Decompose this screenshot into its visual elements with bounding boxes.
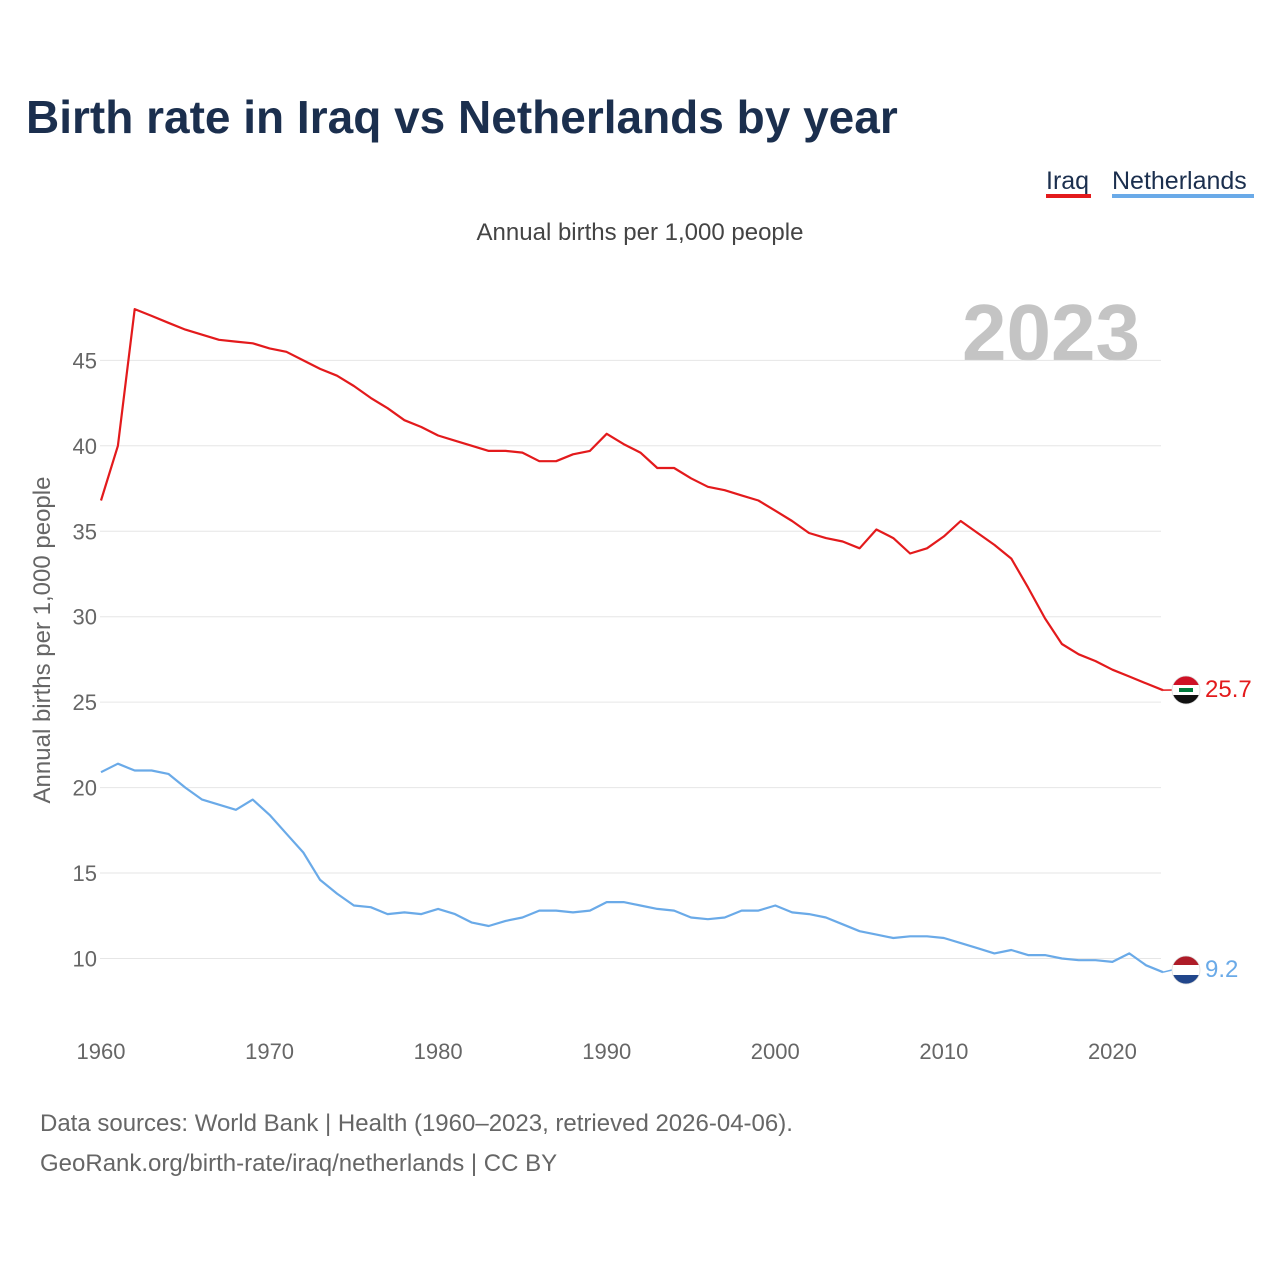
legend-netherlands[interactable]: Netherlands [1112,167,1247,195]
y-axis-ticks: 10 15 20 25 30 35 40 45 [73,348,97,971]
netherlands-end-value: 9.2 [1205,956,1238,983]
chart-subtitle: Annual births per 1,000 people [477,219,804,246]
y-tick-25: 25 [73,690,97,715]
y-axis-label: Annual births per 1,000 people [29,477,56,804]
legend-iraq[interactable]: Iraq [1046,167,1089,195]
series-lines [99,308,1164,974]
footer-source: Data sources: World Bank | Health (1960–… [40,1110,793,1137]
x-tick-1970: 1970 [245,1039,294,1064]
netherlands-flag-icon [1172,956,1200,984]
y-tick-15: 15 [73,861,97,886]
legend-netherlands-swatch [1112,194,1254,198]
x-tick-1990: 1990 [582,1039,631,1064]
x-tick-2020: 2020 [1088,1039,1137,1064]
x-tick-1960: 1960 [77,1039,126,1064]
x-tick-1980: 1980 [414,1039,463,1064]
series-line-iraq[interactable] [99,308,1164,692]
y-tick-45: 45 [73,348,97,373]
iraq-end-value: 25.7 [1205,676,1252,703]
x-axis-ticks: 1960 1970 1980 1990 2000 2010 2020 [77,1039,1137,1064]
y-tick-10: 10 [73,947,97,972]
series-line-netherlands[interactable] [100,762,1164,974]
y-tick-20: 20 [73,776,97,801]
end-markers: 25.7 9.2 [1162,675,1252,985]
y-tick-35: 35 [73,519,97,544]
gridlines [100,359,1161,959]
legend[interactable]: Iraq Netherlands [1046,167,1254,198]
y-tick-40: 40 [73,434,97,459]
chart-title: Birth rate in Iraq vs Netherlands by yea… [26,91,898,143]
footer-attribution[interactable]: GeoRank.org/birth-rate/iraq/netherlands … [40,1150,557,1177]
y-tick-30: 30 [73,605,97,630]
x-tick-2000: 2000 [751,1039,800,1064]
netherlands-end-connector [1162,969,1173,973]
x-tick-2010: 2010 [919,1039,968,1064]
legend-iraq-swatch [1046,194,1091,198]
iraq-flag-icon [1172,676,1200,704]
year-watermark: 2023 [962,288,1140,377]
